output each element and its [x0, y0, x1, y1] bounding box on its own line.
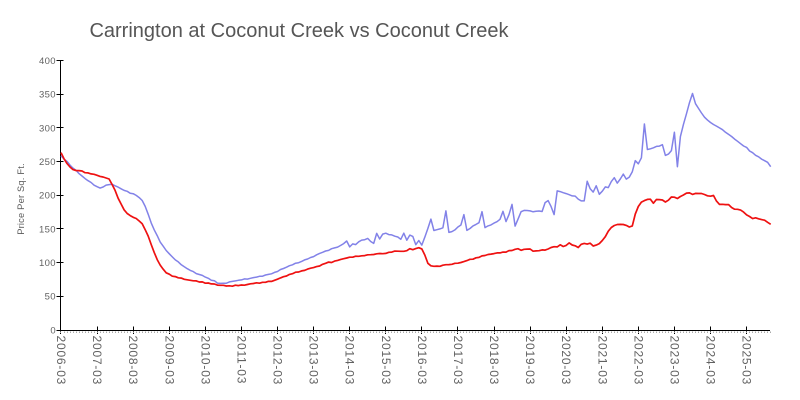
svg-text:50: 50	[45, 292, 56, 303]
svg-text:2016-03: 2016-03	[415, 336, 429, 386]
svg-text:2014-03: 2014-03	[343, 336, 357, 386]
svg-text:2019-03: 2019-03	[523, 336, 537, 386]
svg-text:2023-03: 2023-03	[667, 336, 681, 386]
svg-text:2021-03: 2021-03	[595, 336, 609, 386]
svg-text:2009-03: 2009-03	[162, 336, 176, 386]
svg-text:Carrington at Coconut Creek vs: Carrington at Coconut Creek vs Coconut C…	[89, 20, 509, 42]
svg-text:350: 350	[39, 90, 56, 101]
svg-text:250: 250	[39, 157, 56, 168]
svg-text:2010-03: 2010-03	[198, 336, 212, 386]
svg-text:2011-03: 2011-03	[234, 336, 248, 385]
svg-text:2007-03: 2007-03	[90, 336, 104, 386]
svg-text:0: 0	[50, 325, 56, 336]
svg-text:2025-03: 2025-03	[740, 336, 754, 386]
svg-text:100: 100	[39, 258, 56, 269]
svg-text:2017-03: 2017-03	[451, 336, 465, 386]
svg-text:Price Per Sq. Ft.: Price Per Sq. Ft.	[16, 163, 26, 235]
svg-text:400: 400	[39, 56, 56, 67]
svg-text:2013-03: 2013-03	[307, 336, 321, 386]
svg-text:2006-03: 2006-03	[54, 336, 68, 386]
svg-text:2024-03: 2024-03	[704, 336, 718, 386]
svg-text:300: 300	[39, 123, 56, 134]
svg-text:2008-03: 2008-03	[126, 336, 140, 386]
svg-text:2012-03: 2012-03	[271, 336, 285, 386]
svg-text:200: 200	[39, 191, 56, 202]
svg-text:2018-03: 2018-03	[487, 336, 501, 386]
svg-text:2015-03: 2015-03	[379, 336, 393, 386]
svg-text:2020-03: 2020-03	[559, 336, 573, 386]
svg-text:2022-03: 2022-03	[631, 336, 645, 386]
svg-text:150: 150	[39, 224, 56, 235]
